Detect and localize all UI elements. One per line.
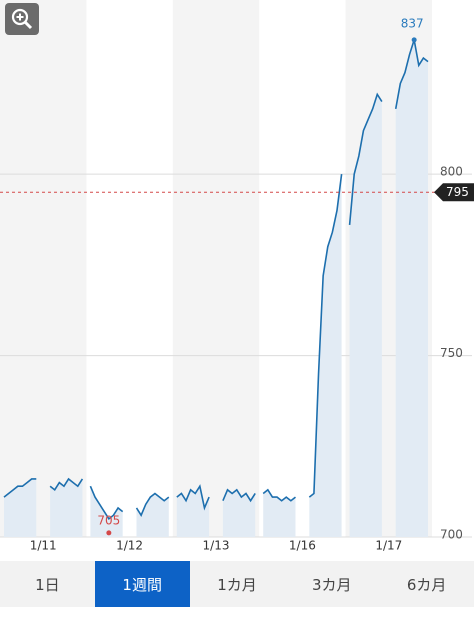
price-line xyxy=(262,488,296,502)
range-tabs: 1日 1週間 1カ月 3カ月 6カ月 xyxy=(0,561,474,607)
session-area xyxy=(90,486,123,537)
session-area xyxy=(309,174,342,537)
high-marker xyxy=(411,37,417,43)
range-tab[interactable]: 6カ月 xyxy=(406,575,447,594)
range-tab[interactable]: 1カ月 xyxy=(217,575,257,594)
session-area xyxy=(263,489,296,537)
session-area xyxy=(4,478,37,537)
high-label: 837 xyxy=(401,16,424,30)
y-tick-label: 800 xyxy=(440,165,463,179)
range-tab[interactable]: 1週間 xyxy=(94,561,190,607)
current-price-label: 795 xyxy=(446,185,469,199)
price-line xyxy=(89,485,124,521)
price-line xyxy=(222,488,256,503)
session-area xyxy=(136,493,169,537)
price-line xyxy=(308,174,343,498)
current-price-tag xyxy=(434,183,474,202)
day-band xyxy=(172,0,260,537)
day-band xyxy=(0,0,87,537)
x-tick-label: 1/13 xyxy=(203,539,230,553)
x-tick-label: 1/11 xyxy=(30,539,57,553)
session-area xyxy=(222,489,256,537)
price-line xyxy=(3,478,37,498)
price-line xyxy=(135,492,170,517)
session-area xyxy=(50,478,83,537)
price-line xyxy=(49,477,84,492)
session-area xyxy=(349,94,382,538)
session-area xyxy=(395,39,428,537)
low-marker xyxy=(106,530,112,536)
price-line xyxy=(394,39,429,109)
x-tick-label: 1/17 xyxy=(375,539,402,553)
chart: 700 750 800 1/11 1/12 1/13 1/16 1/17 837 705 795 xyxy=(0,0,474,553)
range-tab[interactable]: 1日 xyxy=(35,575,60,594)
zoom-button[interactable] xyxy=(5,3,39,35)
x-tick-label: 1/16 xyxy=(289,539,316,553)
low-label: 705 xyxy=(97,513,120,527)
y-tick-label: 750 xyxy=(440,346,463,360)
range-tab[interactable]: 3カ月 xyxy=(312,575,352,594)
price-line xyxy=(348,92,383,226)
x-tick-label: 1/12 xyxy=(116,539,143,553)
price-line xyxy=(176,484,210,511)
y-tick-label: 700 xyxy=(440,528,463,542)
